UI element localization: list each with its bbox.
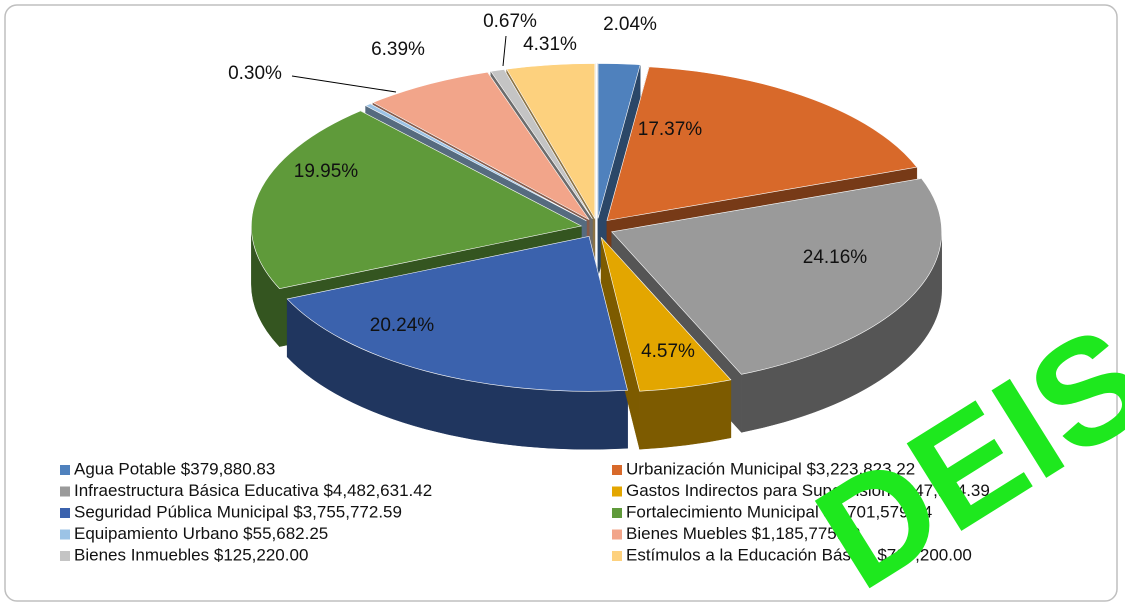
legend-swatch [612, 465, 622, 475]
legend-label: Seguridad Pública Municipal $3,755,772.5… [74, 502, 402, 521]
slice [506, 63, 596, 220]
data-label: 20.24% [370, 315, 435, 336]
slice [372, 71, 590, 220]
data-label: 0.30% [228, 63, 282, 84]
slice [251, 110, 583, 289]
data-label: 6.39% [371, 39, 425, 60]
legend-label: Gastos Indirectos para Supervisión $847,… [626, 481, 990, 500]
slice [611, 178, 942, 375]
data-label: 0.67% [483, 11, 537, 32]
legend-swatch [612, 508, 622, 518]
legend-swatch [60, 486, 70, 497]
legend-label: Agua Potable $379,880.83 [74, 459, 275, 478]
data-label: 24.16% [803, 247, 868, 268]
legend-swatch [612, 529, 622, 540]
slice [286, 235, 628, 392]
legend-swatch [60, 529, 70, 540]
legend-swatch [60, 465, 70, 475]
data-label: 4.57% [641, 341, 695, 362]
legend-label: Infraestructura Básica Educativa $4,482,… [74, 481, 432, 500]
data-label: 2.04% [603, 14, 657, 35]
leader-line [291, 75, 397, 93]
legend-label: Fortalecimiento Municipal $3,701,579.34 [626, 502, 932, 521]
slice [606, 66, 918, 221]
legend-swatch [612, 486, 622, 497]
legend-label: Bienes Muebles $1,185,775.19 [626, 524, 860, 543]
legend-label: Estímulos a la Educación Básica $799,200… [626, 545, 972, 564]
slice [364, 103, 587, 222]
legend-swatch [612, 551, 622, 561]
leader-line [502, 35, 507, 67]
slice [600, 237, 732, 392]
slice [490, 69, 593, 219]
legend-swatch [60, 551, 70, 561]
legend-label: Urbanización Municipal $3,223,823.22 [626, 459, 915, 478]
slice [597, 63, 641, 219]
legend-swatch [60, 508, 70, 518]
data-label: 17.37% [638, 119, 703, 140]
data-label: 4.31% [523, 34, 577, 55]
legend-label: Equipamiento Urbano $55,682.25 [74, 524, 328, 543]
data-label: 19.95% [294, 161, 359, 182]
legend-label: Bienes Inmuebles $125,220.00 [74, 545, 308, 564]
